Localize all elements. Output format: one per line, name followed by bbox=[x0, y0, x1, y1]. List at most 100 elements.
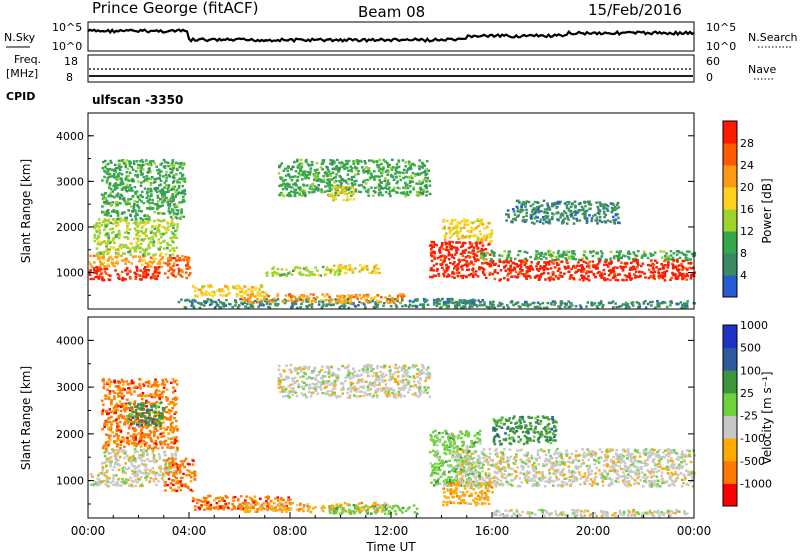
scatter-cell bbox=[377, 267, 381, 270]
scatter-cell bbox=[545, 217, 548, 220]
scatter-cell bbox=[580, 205, 584, 209]
scatter-cell bbox=[371, 176, 375, 179]
scatter-cell bbox=[399, 191, 403, 195]
scatter-cell bbox=[335, 173, 338, 176]
scatter-cell bbox=[150, 175, 154, 179]
scatter-cell bbox=[124, 162, 128, 165]
scatter-cell bbox=[443, 259, 446, 262]
scatter-cell bbox=[598, 270, 601, 274]
scatter-cell bbox=[92, 254, 96, 258]
scatter-cell bbox=[448, 230, 452, 233]
scatter-cell bbox=[151, 159, 155, 163]
scatter-cell bbox=[134, 418, 137, 421]
scatter-cell bbox=[493, 251, 496, 254]
scatter-cell bbox=[282, 300, 285, 304]
scatter-cell bbox=[103, 159, 107, 163]
scatter-cell bbox=[365, 299, 368, 302]
scatter-cell bbox=[98, 266, 101, 269]
scatter-cell bbox=[384, 186, 387, 189]
scatter-cell bbox=[401, 299, 404, 302]
scatter-cell bbox=[610, 206, 614, 210]
scatter-cell bbox=[112, 474, 116, 478]
scatter-cell bbox=[122, 437, 126, 440]
scatter-cell bbox=[584, 214, 587, 218]
scatter-cell bbox=[131, 421, 135, 424]
scatter-cell bbox=[539, 265, 542, 268]
scatter-cell bbox=[582, 267, 586, 271]
scatter-cell bbox=[448, 297, 452, 301]
scatter-cell bbox=[422, 188, 425, 191]
scatter-cell bbox=[127, 186, 130, 189]
scatter-cell bbox=[167, 269, 170, 273]
scatter-cell bbox=[690, 273, 693, 276]
scatter-cell bbox=[479, 254, 483, 257]
scatter-cell bbox=[483, 303, 486, 306]
scatter-cell bbox=[474, 260, 477, 263]
scatter-cell bbox=[187, 256, 191, 259]
scatter-cell bbox=[469, 230, 473, 233]
scatter-cell bbox=[169, 457, 172, 461]
scatter-cell bbox=[171, 168, 174, 171]
scatter-cell bbox=[321, 293, 324, 296]
scatter-cell bbox=[537, 274, 541, 277]
scatter-cell bbox=[580, 264, 584, 267]
scatter-cell bbox=[214, 300, 217, 304]
scatter-cell bbox=[675, 250, 679, 253]
scatter-cell bbox=[628, 252, 632, 256]
scatter-cell bbox=[612, 218, 615, 222]
scatter-cell bbox=[534, 215, 538, 218]
scatter-cell bbox=[142, 472, 146, 475]
scatter-cell bbox=[145, 175, 149, 178]
scatter-cell bbox=[363, 303, 366, 306]
scatter-cell bbox=[145, 449, 148, 453]
scatter-cell bbox=[151, 466, 155, 470]
scatter-cell bbox=[581, 266, 585, 269]
scatter-cell bbox=[249, 302, 253, 306]
scatter-cell bbox=[350, 175, 354, 179]
scatter-cell bbox=[588, 264, 591, 268]
scatter-cell bbox=[176, 181, 179, 184]
scatter-cell bbox=[493, 270, 497, 274]
scatter-cell bbox=[304, 159, 308, 163]
scatter-cell bbox=[451, 272, 454, 275]
scatter-cell bbox=[325, 174, 329, 178]
scatter-cell bbox=[476, 218, 480, 221]
scatter-cell bbox=[120, 183, 123, 186]
scatter-cell bbox=[256, 294, 259, 297]
scatter-cell bbox=[181, 184, 185, 188]
scatter-cell bbox=[134, 192, 138, 196]
scatter-cell bbox=[398, 187, 401, 190]
scatter-cell bbox=[504, 269, 507, 272]
scatter-cell bbox=[330, 194, 334, 198]
scatter-cell bbox=[451, 275, 454, 278]
scatter-cell bbox=[217, 298, 221, 302]
scatter-cell bbox=[547, 272, 550, 275]
scatter-cell bbox=[422, 190, 426, 193]
scatter-cell bbox=[542, 271, 546, 275]
scatter-cell bbox=[172, 174, 176, 177]
scatter-cell bbox=[279, 176, 283, 179]
scatter-cell bbox=[121, 182, 125, 186]
scatter-cell bbox=[147, 473, 150, 476]
scatter-cell bbox=[615, 254, 619, 258]
scatter-cell bbox=[120, 159, 123, 162]
scatter-cell bbox=[128, 250, 132, 253]
scatter-cell bbox=[251, 294, 254, 297]
scatter-cell bbox=[542, 199, 546, 202]
scatter-cell bbox=[311, 273, 315, 276]
scatter-cell bbox=[102, 250, 106, 254]
scatter-cell bbox=[454, 301, 457, 304]
scatter-cell bbox=[460, 306, 463, 309]
scatter-cell bbox=[171, 181, 175, 184]
scatter-cell bbox=[251, 286, 255, 289]
scatter-cell bbox=[295, 297, 298, 301]
scatter-cell bbox=[373, 170, 376, 173]
scatter-cell bbox=[151, 235, 154, 238]
scatter-cell bbox=[686, 300, 689, 303]
scatter-cell bbox=[175, 236, 179, 240]
scatter-cell bbox=[624, 255, 627, 258]
scatter-cell bbox=[499, 269, 503, 272]
scatter-cell bbox=[102, 444, 106, 448]
scatter-cell bbox=[173, 249, 176, 253]
scatter-cell bbox=[606, 205, 610, 208]
